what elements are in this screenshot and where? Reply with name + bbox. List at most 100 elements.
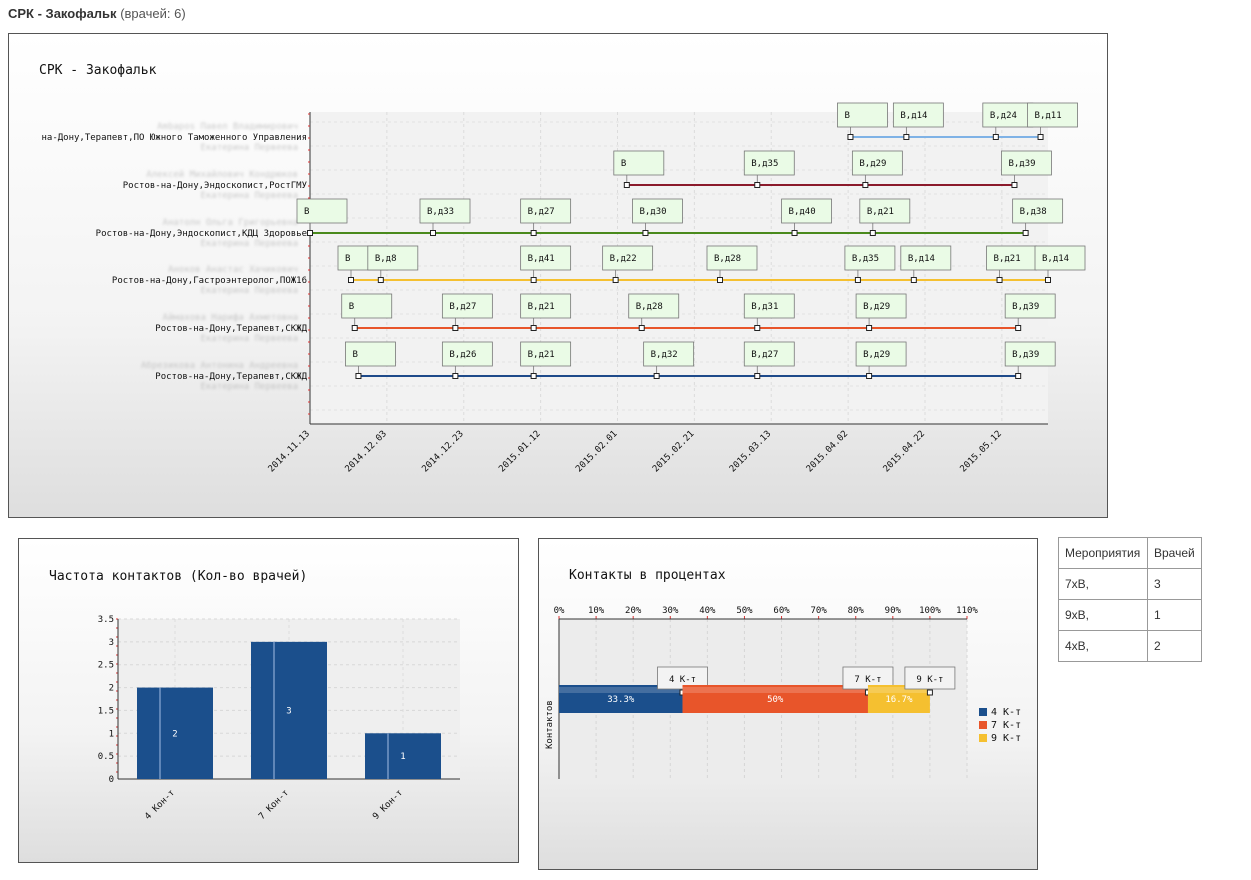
timeline-point	[754, 373, 761, 379]
percent-legend-swatch	[979, 708, 987, 716]
timeline-callout-box	[743, 150, 795, 176]
percent-legend-swatch	[979, 721, 987, 729]
bar-highlight	[159, 687, 161, 779]
bar	[251, 641, 327, 779]
bar-chart: Частота контактов (Кол-во врачей) 0 0.5 1 1…	[49, 569, 460, 822]
timeline-callout-text: В,д29	[863, 302, 890, 312]
timeline-callout-text: В,д24	[990, 111, 1017, 121]
timeline-row-sub: Екатерина Первеева	[200, 334, 298, 344]
timeline-callout-box	[632, 198, 683, 224]
percent-callout-point	[926, 689, 933, 696]
timeline-callout-box	[520, 293, 572, 319]
timeline-callout-box	[296, 198, 348, 224]
events-cell-event: 4хВ,	[1058, 630, 1148, 662]
timeline-point	[903, 134, 910, 140]
timeline-row-name: Аноков Анастас Хачикович	[168, 265, 298, 275]
events-header-doctors: Врачей	[1147, 537, 1202, 569]
timeline-point	[351, 325, 358, 331]
percent-bar-segment	[682, 685, 868, 713]
timeline-x-tick-label: 2014.11.13	[267, 429, 312, 474]
timeline-callout-text: В	[621, 159, 626, 169]
percent-x-tick-label: 60%	[773, 606, 790, 616]
timeline-point	[910, 277, 917, 283]
events-cell-event: 9хВ,	[1058, 599, 1148, 631]
timeline-callout-text: В,д39	[1012, 350, 1039, 360]
timeline-row-label: Ростов-на-Дону,Терапевт,СКЖД	[155, 324, 307, 334]
timeline-point	[992, 134, 999, 140]
percent-chart-panel: Контакты в процентах 0% 10% 20% 30% 40% 50% 60…	[538, 538, 1038, 870]
timeline-callout-text: В,д21	[528, 350, 555, 360]
timeline-callout-text: В,д14	[900, 111, 927, 121]
percent-bar-segment	[559, 685, 683, 713]
bar	[365, 733, 441, 779]
bar-y-tick-label: 2	[109, 684, 114, 694]
timeline-callout-text: В,д21	[528, 302, 555, 312]
timeline-point	[869, 230, 876, 236]
timeline-chart: СРК - Закофальк Ambapos Павел Владимиров…	[39, 63, 1086, 474]
timeline-callout-text: В,д30	[639, 207, 666, 217]
timeline-callout-text: В	[349, 302, 354, 312]
timeline-point	[430, 230, 436, 236]
bar-y-tick-label: 2.5	[98, 661, 114, 671]
bar	[137, 687, 213, 779]
bar-chart-panel: Частота контактов (Кол-во врачей) 0 0.5 1 1…	[18, 538, 519, 863]
timeline-callout-text: В,д27	[751, 350, 778, 360]
timeline-callout-text: В,д32	[651, 350, 678, 360]
events-header-events: Мероприятия	[1058, 537, 1148, 569]
percent-callout-text: 7 К-т	[854, 675, 881, 685]
percent-segment-label: 50%	[767, 695, 784, 705]
timeline-callout-box	[441, 293, 493, 319]
timeline-callout-box	[844, 245, 896, 271]
bar-highlight	[273, 641, 275, 779]
percent-bar-gloss	[559, 687, 683, 693]
timeline-callout-box	[367, 245, 419, 271]
percent-callout-box	[904, 666, 956, 690]
timeline-x-tick-label: 2014.12.23	[420, 429, 465, 474]
events-cell-count: 1	[1147, 599, 1202, 631]
events-table: Мероприятия Врачей 7хВ, 3 9хВ, 1 4хВ, 2	[1058, 537, 1202, 662]
timeline-point	[866, 373, 873, 379]
percent-legend-label: 7 К-т	[991, 720, 1021, 731]
bar-y-tick-label: 0.5	[98, 752, 114, 762]
percent-x-tick-label: 50%	[736, 606, 753, 616]
timeline-point	[612, 277, 619, 283]
timeline-row-name: Абрезикова Антонина Андреевна	[141, 360, 298, 371]
timeline-point	[307, 230, 313, 236]
timeline-point	[854, 277, 861, 283]
timeline-callout-text: В,д35	[751, 159, 778, 169]
timeline-row-sub: Екатерина Первеева	[200, 382, 298, 392]
timeline-callout-box	[602, 245, 654, 271]
percent-chart: Контакты в процентах 0% 10% 20% 30% 40% 50% 60…	[545, 568, 1021, 779]
page-title: СРК - Закофальк (врачей: 6)	[8, 6, 186, 21]
timeline-callout-box	[1004, 341, 1056, 367]
bar-y-tick-label: 1.5	[98, 706, 114, 716]
timeline-callout-box	[520, 198, 572, 224]
timeline-point	[754, 182, 761, 188]
timeline-point	[377, 277, 384, 283]
timeline-callout-box	[1004, 293, 1056, 319]
timeline-point	[653, 373, 660, 379]
timeline-row-sub: Екатерина Первеева	[200, 239, 298, 249]
percent-x-tick-label: 110%	[956, 606, 978, 616]
percent-legend-label: 4 К-т	[991, 707, 1021, 718]
timeline-callout-text: В,д39	[1012, 302, 1039, 312]
timeline-point	[1011, 182, 1018, 188]
bar-y-tick-label: 0	[109, 775, 114, 785]
timeline-x-tick-label: 2015.03.13	[728, 429, 773, 474]
timeline-callout-text: В	[844, 111, 849, 121]
timeline-callout-box	[341, 293, 393, 319]
timeline-x-tick-label: 2015.01.12	[497, 429, 542, 474]
percent-bar-gloss	[867, 687, 930, 693]
bar-category-label: 7 Кон-т	[257, 788, 291, 822]
timeline-point	[1015, 373, 1022, 379]
timeline-callout-box	[855, 341, 907, 367]
timeline-x-tick-label: 2015.04.22	[882, 429, 927, 474]
timeline-callout-box	[892, 102, 944, 128]
timeline-row-name: Ambapos Павел Владимирович	[157, 122, 298, 132]
timeline-point	[530, 325, 537, 331]
bar-category-label: 4 Кон-т	[143, 788, 177, 822]
timeline-callout-text: В,д26	[449, 350, 476, 360]
timeline-callout-text: В,д29	[863, 350, 890, 360]
percent-x-tick-label: 80%	[848, 606, 865, 616]
timeline-callout-box	[855, 293, 907, 319]
